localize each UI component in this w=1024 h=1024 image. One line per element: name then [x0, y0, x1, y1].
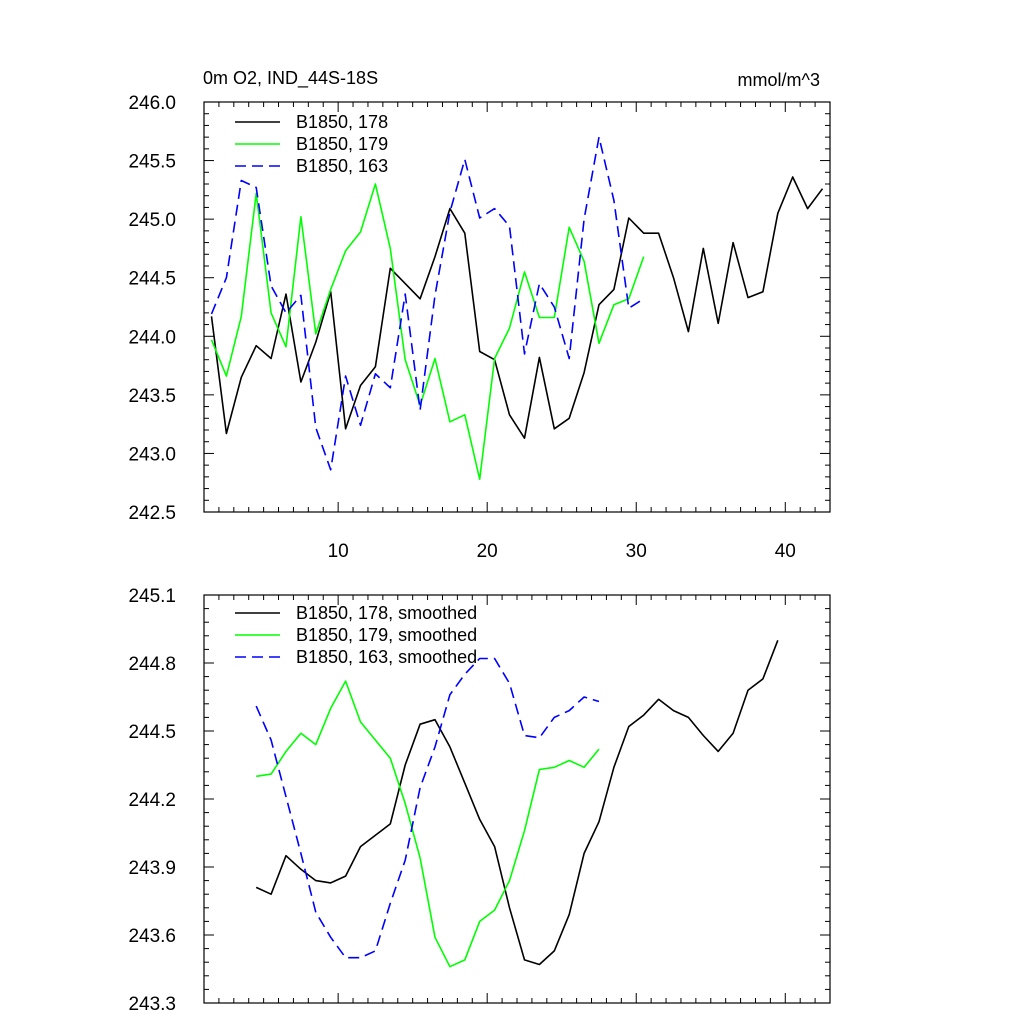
bottom-plot-frame	[203, 594, 831, 1004]
top-title-right: mmol/m^3	[738, 70, 820, 90]
y-tick-label: 243.5	[128, 386, 176, 407]
legend-label: B1850, 179	[296, 134, 388, 154]
y-tick-label: 243.6	[128, 926, 176, 947]
y-tick-label: 245.5	[128, 152, 176, 173]
series-line	[255, 657, 600, 959]
y-tick-label: 244.5	[128, 722, 176, 743]
legend-label: B1850, 163, smoothed	[296, 647, 477, 667]
x-tick-label: 40	[775, 541, 796, 562]
y-tick-label: 243.0	[128, 444, 176, 465]
legend-label: B1850, 179, smoothed	[296, 625, 477, 645]
y-tick-label: 242.5	[128, 503, 176, 524]
bottom-plot-lines	[255, 640, 779, 968]
y-tick-label: 245.1	[128, 586, 176, 607]
top-axis-ticks: 10 20 30 40 242.5 243.0 243.5 244.0 244.5 245.0 24…	[128, 93, 831, 562]
series-line	[210, 136, 645, 471]
top-panel: 0m O2, IND_44S-18S mmol/m^3 10 20 30 40 242.…	[128, 68, 831, 562]
legend-label: B1850, 163	[296, 156, 388, 176]
y-tick-label: 243.3	[128, 994, 176, 1015]
series-line	[210, 183, 645, 481]
y-tick-label: 243.9	[128, 858, 176, 879]
y-tick-label: 244.8	[128, 654, 176, 675]
y-tick-label: 244.5	[128, 269, 176, 290]
x-tick-label: 20	[477, 541, 498, 562]
bottom-panel: 243.3 243.6 243.9 244.2 244.5 244.8 245.1 B185…	[128, 586, 831, 1015]
top-plot-lines	[210, 136, 824, 481]
y-tick-label: 244.0	[128, 327, 176, 348]
legend-label: B1850, 178	[296, 112, 388, 132]
x-tick-label: 30	[626, 541, 647, 562]
bottom-axis-ticks: 243.3 243.6 243.9 244.2 244.5 244.8 245.1	[128, 586, 831, 1015]
series-line	[210, 176, 824, 440]
legend-label: B1850, 178, smoothed	[296, 603, 477, 623]
y-tick-label: 245.0	[128, 210, 176, 231]
y-tick-label: 246.0	[128, 93, 176, 114]
series-line	[256, 680, 600, 968]
top-title-left: 0m O2, IND_44S-18S	[203, 68, 378, 89]
y-tick-label: 244.2	[128, 790, 176, 811]
top-plot-frame	[203, 101, 831, 513]
series-line	[255, 640, 779, 966]
x-tick-label: 10	[328, 541, 349, 562]
